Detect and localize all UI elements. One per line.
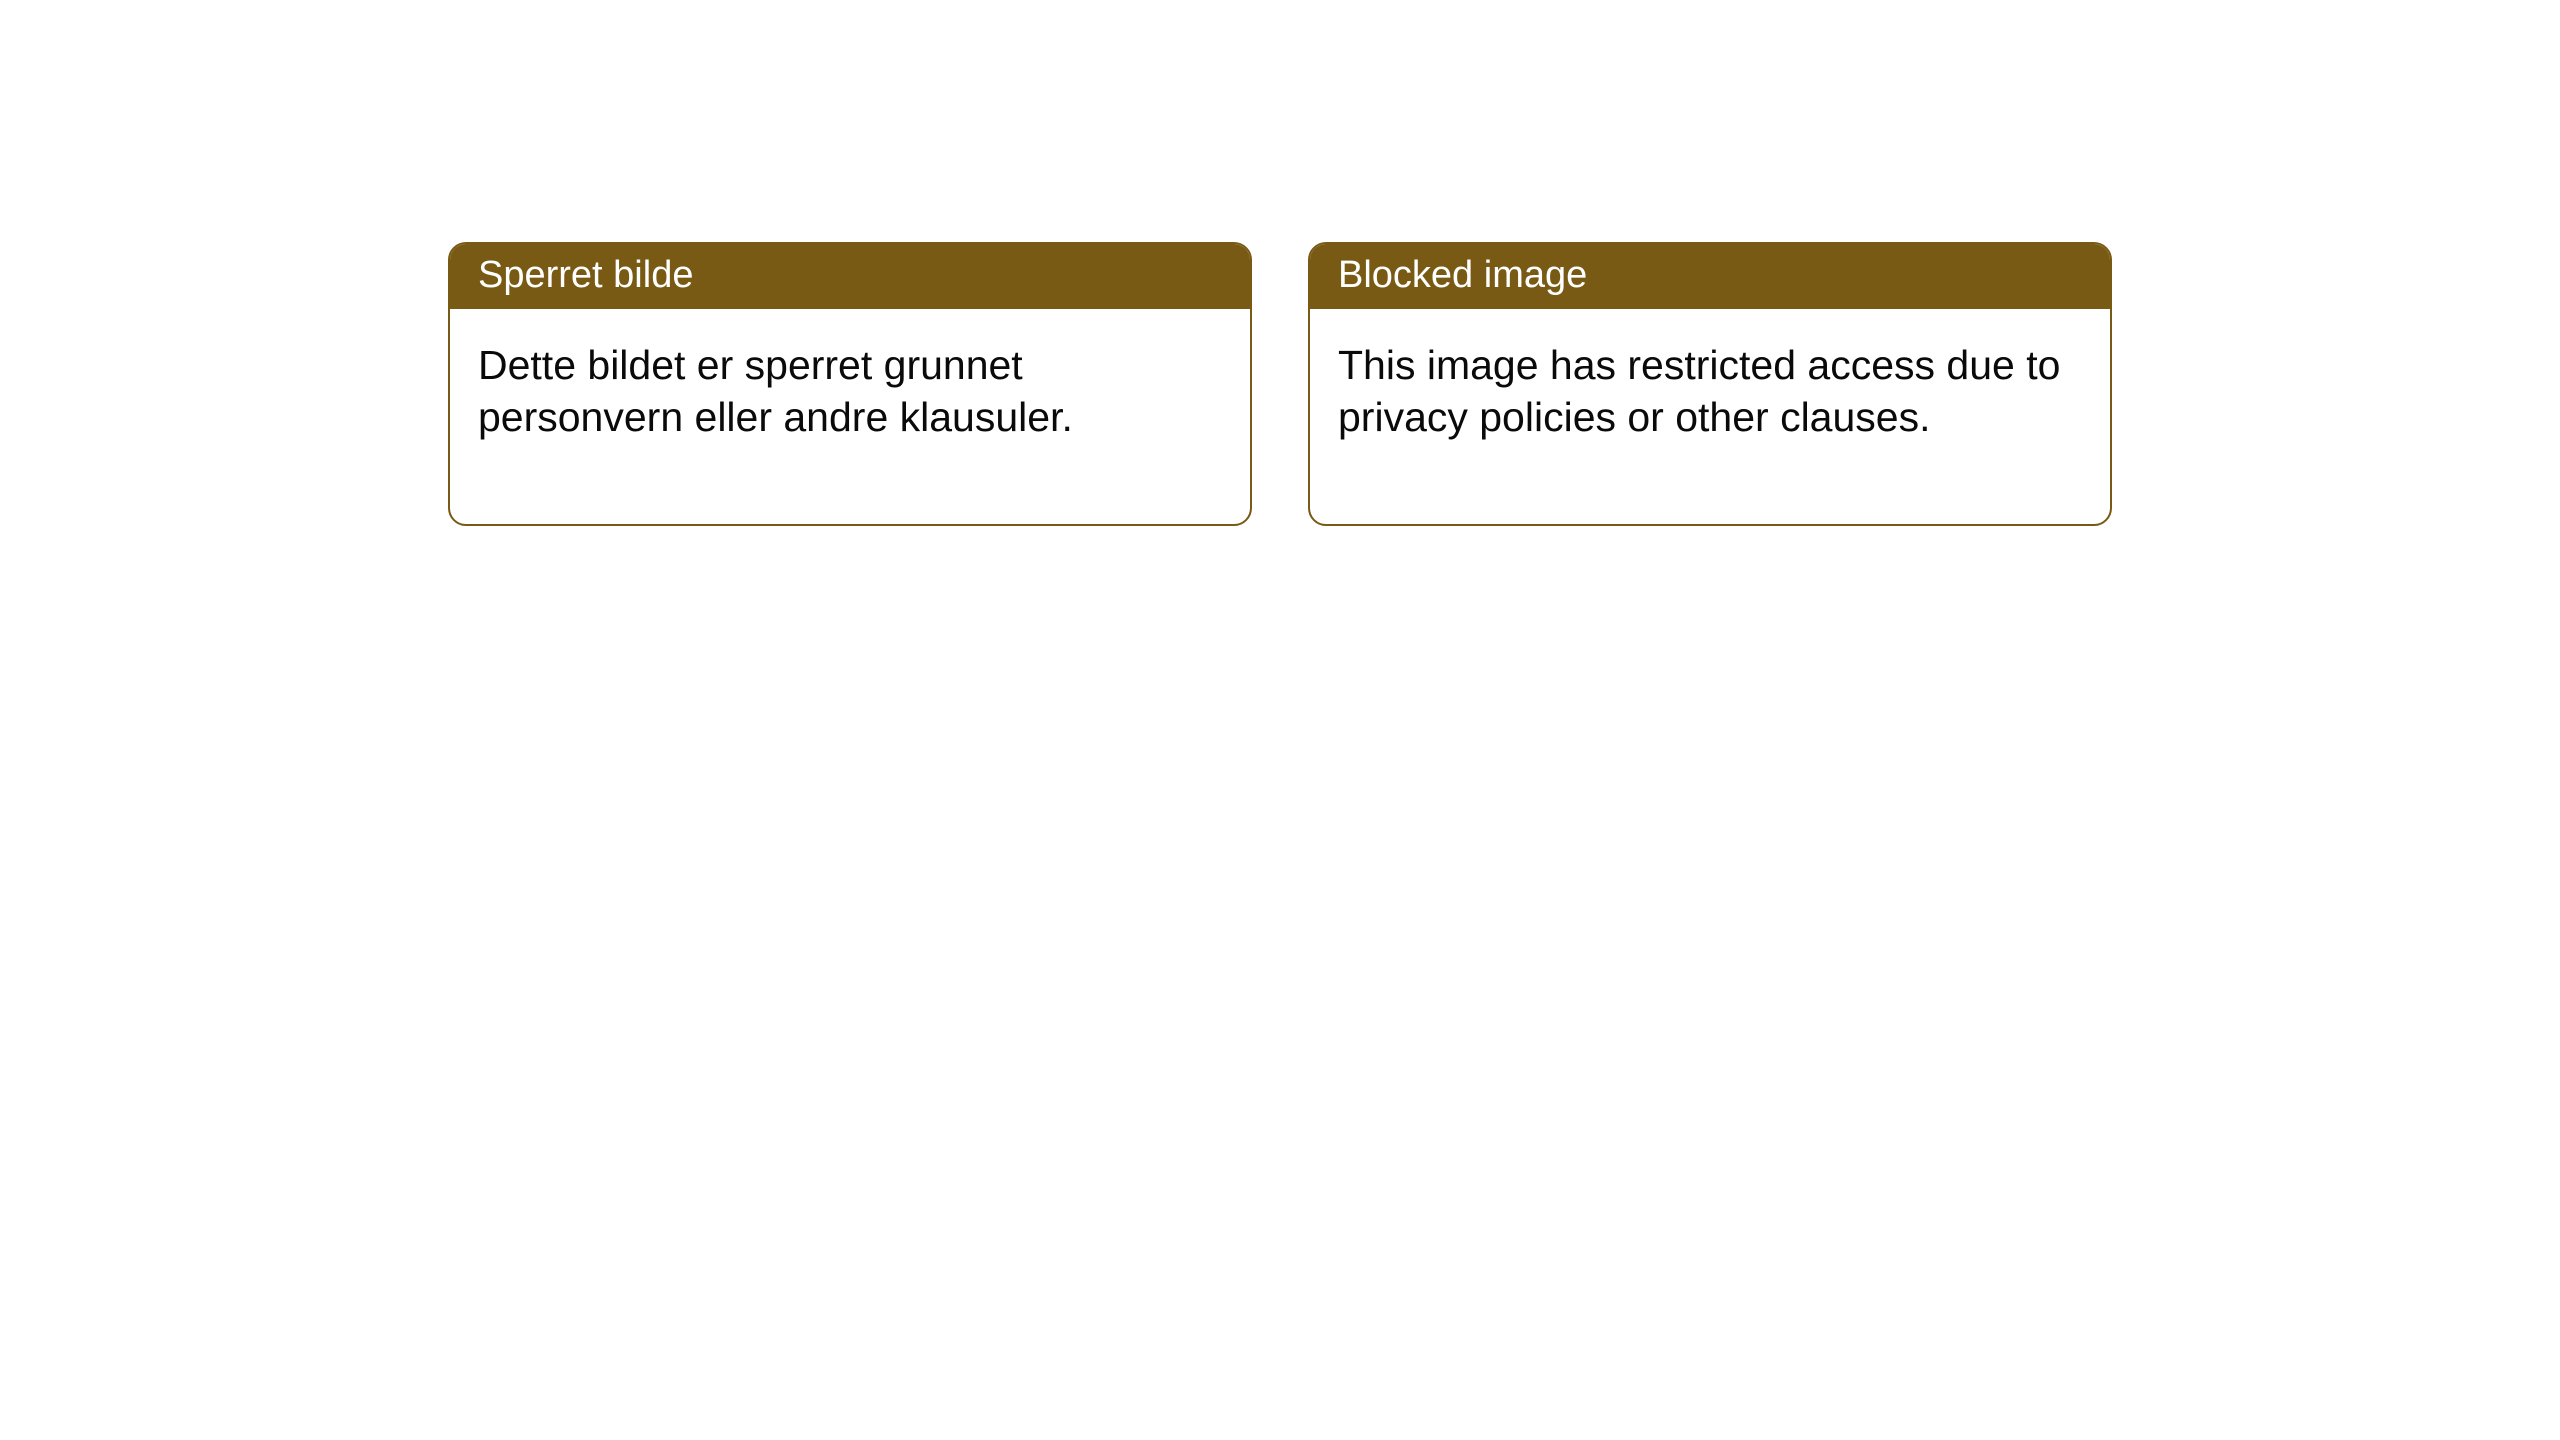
blocked-image-notice-container: Sperret bilde Dette bildet er sperret gr…	[448, 242, 2112, 526]
blocked-image-card-en: Blocked image This image has restricted …	[1308, 242, 2112, 526]
blocked-image-card-no: Sperret bilde Dette bildet er sperret gr…	[448, 242, 1252, 526]
card-body-en: This image has restricted access due to …	[1310, 309, 2110, 524]
card-header-en: Blocked image	[1310, 244, 2110, 309]
card-body-no: Dette bildet er sperret grunnet personve…	[450, 309, 1250, 524]
card-header-no: Sperret bilde	[450, 244, 1250, 309]
